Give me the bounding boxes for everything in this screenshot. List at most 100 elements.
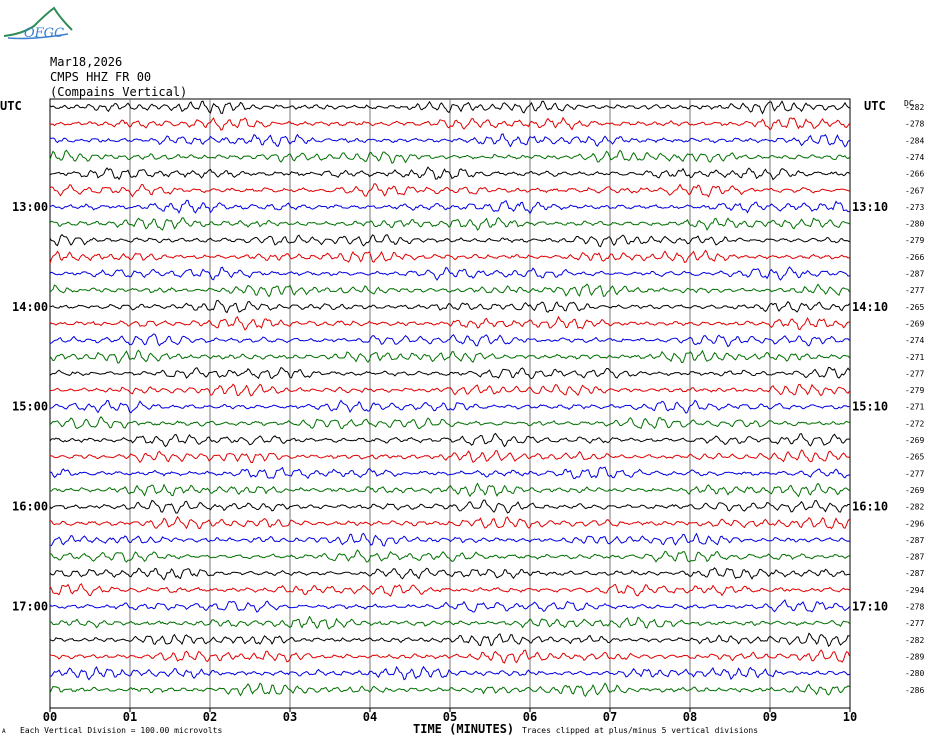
- dc-label: DC: [904, 99, 914, 108]
- seismic-trace: [49, 416, 850, 430]
- seismic-trace: [49, 217, 850, 231]
- seismic-trace: [49, 632, 850, 648]
- dc-offset-label: -266: [905, 170, 924, 179]
- clip-note: Traces clipped at plus/minus 5 vertical …: [522, 726, 759, 735]
- seismic-trace: [49, 366, 850, 380]
- seismic-trace: [49, 133, 850, 148]
- x-tick-label: 08: [683, 710, 697, 724]
- dc-offset-label: -286: [905, 686, 924, 695]
- footer-mark: A: [2, 728, 6, 735]
- seismic-trace: [49, 315, 850, 331]
- x-axis-title: TIME (MINUTES): [413, 722, 515, 736]
- utc-right-label: UTC: [864, 99, 886, 113]
- seismic-trace: [49, 615, 850, 630]
- hour-label-right: 17:10: [852, 600, 888, 614]
- dc-offset-label: -280: [905, 220, 924, 229]
- dc-offset-label: -274: [905, 336, 924, 345]
- hour-label-right: 13:10: [852, 200, 888, 214]
- hour-label-left: 17:00: [12, 600, 48, 614]
- x-tick-label: 10: [843, 710, 857, 724]
- dc-offset-label: -267: [905, 186, 924, 195]
- seismic-trace: [49, 432, 850, 448]
- dc-offset-label: -277: [905, 619, 924, 628]
- utc-left-label: UTC: [0, 99, 22, 113]
- x-tick-label: 01: [123, 710, 137, 724]
- dc-offset-label: -265: [905, 453, 924, 462]
- hour-label-right: 14:10: [852, 300, 888, 314]
- seismic-trace: [49, 233, 850, 248]
- x-tick-label: 04: [363, 710, 377, 724]
- seismic-trace: [49, 349, 850, 364]
- dc-offset-label: -279: [905, 236, 924, 245]
- hour-label-left: 14:00: [12, 300, 48, 314]
- dc-offset-label: -265: [905, 303, 924, 312]
- date-label: Mar18,2026: [50, 55, 123, 69]
- seismic-trace: [49, 199, 850, 215]
- dc-offset-label: -269: [905, 436, 924, 445]
- seismic-trace: [49, 449, 850, 464]
- dc-offset-label: -282: [905, 636, 924, 645]
- dc-offset-label: -273: [905, 203, 924, 212]
- dc-offset-label: -289: [905, 652, 924, 661]
- seismic-trace: [49, 183, 850, 198]
- station-name-label: (Compains Vertical): [50, 85, 188, 99]
- dc-offset-label: -277: [905, 469, 924, 478]
- seismic-trace: [49, 682, 850, 698]
- dc-offset-label: -296: [905, 519, 924, 528]
- seismic-trace: [49, 599, 850, 613]
- dc-offset-label: -278: [905, 120, 924, 129]
- hour-label-left: 15:00: [12, 400, 48, 414]
- hour-label-left: 16:00: [12, 500, 48, 514]
- seismic-trace: [49, 649, 850, 664]
- dc-offset-label: -287: [905, 569, 924, 578]
- dc-offset-label: -266: [905, 253, 924, 262]
- hour-label-left: 13:00: [12, 200, 48, 214]
- x-tick-label: 00: [43, 710, 57, 724]
- dc-offset-label: -271: [905, 403, 924, 412]
- seismic-trace: [49, 266, 850, 281]
- scale-note: Each Vertical Division = 100.00 microvol…: [20, 726, 223, 735]
- seismic-trace: [50, 299, 850, 314]
- seismic-trace: [49, 116, 850, 131]
- x-tick-label: 05: [443, 710, 457, 724]
- seismic-trace: [50, 383, 850, 397]
- dc-offset-label: -272: [905, 419, 924, 428]
- x-tick-label: 03: [283, 710, 297, 724]
- dc-offset-label: -277: [905, 369, 924, 378]
- mountain-logo-icon: [3, 6, 73, 40]
- dc-offset-label: -269: [905, 319, 924, 328]
- dc-offset-label: -274: [905, 153, 924, 162]
- seismic-trace: [49, 466, 850, 480]
- x-tick-label: 02: [203, 710, 217, 724]
- x-tick-label: 06: [523, 710, 537, 724]
- x-tick-label: 09: [763, 710, 777, 724]
- station-label: CMPS HHZ FR 00: [50, 70, 152, 84]
- seismic-trace: [49, 499, 850, 514]
- dc-offset-label: -277: [905, 286, 924, 295]
- dc-offset-label: -287: [905, 553, 924, 562]
- dc-offset-label: -282: [905, 503, 924, 512]
- seismic-trace: [49, 333, 850, 348]
- dc-offset-label: -269: [905, 486, 924, 495]
- dc-offset-label: -294: [905, 586, 924, 595]
- dc-offset-label: -282: [905, 103, 924, 112]
- dc-offset-label: -287: [905, 270, 924, 279]
- seismic-trace: [49, 549, 850, 563]
- dc-offset-label: -271: [905, 353, 924, 362]
- hour-label-right: 15:10: [852, 400, 888, 414]
- seismic-trace: [49, 665, 850, 681]
- seismic-trace: [49, 100, 850, 115]
- seismic-trace: [49, 482, 850, 498]
- dc-offset-label: -284: [905, 136, 924, 145]
- dc-offset-label: -278: [905, 603, 924, 612]
- seismic-trace: [49, 399, 850, 414]
- seismic-trace: [49, 166, 850, 181]
- seismic-trace: [49, 583, 850, 597]
- logo: OFGC: [2, 4, 74, 44]
- seismic-trace: [49, 567, 850, 581]
- seismic-trace: [49, 532, 850, 547]
- x-tick-label: 07: [603, 710, 617, 724]
- dc-offset-label: -280: [905, 669, 924, 678]
- seismic-trace: [49, 249, 850, 264]
